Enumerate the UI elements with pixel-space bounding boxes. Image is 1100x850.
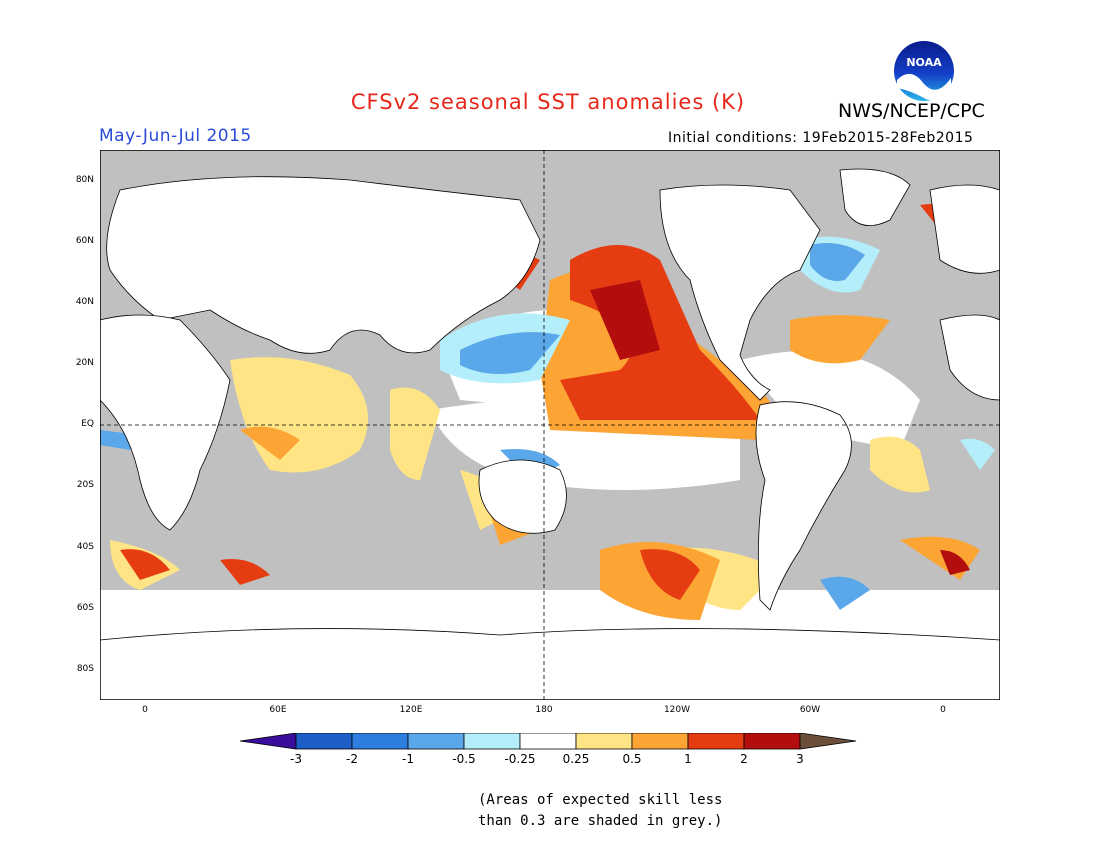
lon-label: 120W bbox=[663, 705, 691, 715]
south-america bbox=[755, 401, 852, 611]
lon-label: 0 bbox=[142, 705, 148, 715]
initial-conditions: Initial conditions: 19Feb2015-28Feb2015 bbox=[668, 130, 974, 146]
antarctica bbox=[100, 628, 1000, 700]
colorbar-segment bbox=[575, 733, 633, 750]
map-title: CFSv2 seasonal SST anomalies (K) bbox=[350, 90, 746, 114]
lat-label: EQ bbox=[81, 419, 94, 429]
lon-label: 60W bbox=[799, 705, 821, 715]
lat-label: 60N bbox=[75, 236, 94, 246]
colorbar-segment bbox=[295, 733, 353, 750]
colorbar-label: -0.25 bbox=[504, 752, 536, 766]
colorbar-label: 2 bbox=[740, 752, 748, 766]
noaa-logo: NOAA bbox=[894, 41, 954, 101]
colorbar-label: -0.5 bbox=[452, 752, 476, 766]
eurasia bbox=[106, 176, 541, 354]
colorbar-segment bbox=[351, 733, 409, 750]
africa bbox=[100, 314, 231, 531]
cool-anomalies bbox=[100, 236, 995, 610]
north-america bbox=[659, 184, 821, 401]
continents bbox=[100, 168, 1000, 700]
colorbar-label: 0.5 bbox=[622, 752, 642, 766]
lat-label: 20S bbox=[76, 480, 94, 490]
colorbar-segment bbox=[743, 733, 801, 750]
colorbar-label: -3 bbox=[290, 752, 302, 766]
colorbar bbox=[240, 733, 857, 750]
australia bbox=[478, 459, 567, 534]
colorbar-label: 0.25 bbox=[562, 752, 590, 766]
africa-west bbox=[939, 314, 1000, 401]
colorbar-segment bbox=[407, 733, 465, 750]
colorbar-segment bbox=[687, 733, 745, 750]
lat-label: 40S bbox=[76, 542, 94, 552]
lon-label: 0 bbox=[940, 705, 946, 715]
lat-label: 60S bbox=[76, 603, 94, 613]
lon-label: 120E bbox=[399, 705, 423, 715]
lat-label: 80S bbox=[76, 664, 94, 674]
lat-label: 20N bbox=[75, 358, 94, 368]
lat-label: 80N bbox=[75, 175, 94, 185]
lon-label: 180 bbox=[535, 705, 553, 715]
sst-anomaly-map bbox=[100, 150, 1000, 700]
colorbar-segment bbox=[463, 733, 521, 750]
colorbar-segment bbox=[240, 733, 297, 750]
colorbar-label: 3 bbox=[796, 752, 804, 766]
skill-note: (Areas of expected skill less than 0.3 a… bbox=[478, 792, 723, 829]
colorbar-segment bbox=[519, 733, 577, 750]
lat-label: 40N bbox=[75, 297, 94, 307]
greenland bbox=[839, 168, 911, 227]
colorbar-label: 1 bbox=[684, 752, 692, 766]
colorbar-label: -2 bbox=[346, 752, 358, 766]
lon-label: 60E bbox=[269, 705, 287, 715]
colorbar-segment bbox=[799, 733, 857, 750]
very-strong-warm-anomalies bbox=[590, 280, 970, 575]
eurasia-west bbox=[929, 184, 1000, 274]
noaa-logo-text: NOAA bbox=[906, 56, 942, 69]
agency-label: NWS/NCEP/CPC bbox=[838, 100, 985, 122]
colorbar-segment bbox=[631, 733, 689, 750]
colorbar-label: -1 bbox=[402, 752, 414, 766]
forecast-period: May-Jun-Jul 2015 bbox=[99, 126, 252, 146]
